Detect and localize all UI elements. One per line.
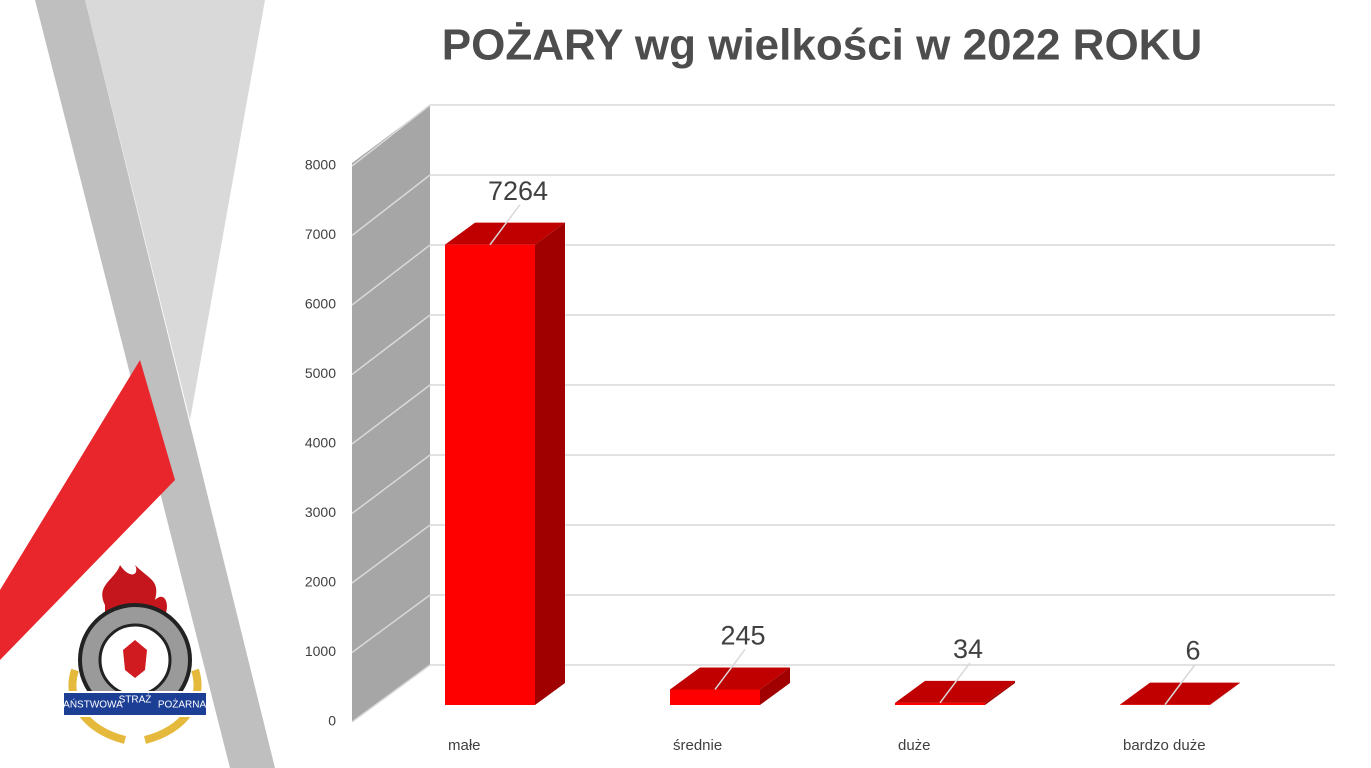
wall-grid-line [351, 524, 431, 584]
y-tick-label: 4000 [305, 435, 336, 451]
logo-text: PAŃSTWOWA [57, 698, 123, 711]
bar-side [760, 667, 790, 705]
chart-title: POŻARY wg wielkości w 2022 ROKU [442, 21, 1202, 70]
y-tick-label: 0 [328, 713, 336, 729]
bar [670, 689, 760, 705]
bar [895, 702, 985, 705]
x-tick-label: małe [448, 737, 481, 754]
bar-side [985, 680, 1015, 705]
wall-grid-line [351, 104, 431, 167]
bar-top [895, 680, 1015, 703]
value-label: 7264 [488, 176, 548, 206]
bar-side [1210, 682, 1240, 705]
wall-grid-line [351, 314, 431, 376]
bar-top [1120, 682, 1240, 705]
y-tick-label: 6000 [305, 296, 336, 312]
bar-top [445, 222, 565, 245]
leader-line [939, 662, 971, 704]
wall-grid-line [351, 174, 431, 237]
y-tick-label: 8000 [305, 157, 336, 173]
logo-text: STRAŻ [119, 693, 152, 706]
x-tick-label: duże [898, 737, 931, 754]
value-label: 34 [953, 634, 983, 664]
bar-top [670, 667, 790, 690]
side-wall [352, 105, 430, 722]
leader-line [489, 204, 521, 246]
logo: PAŃSTWOWA STRAŻ POŻARNA [57, 565, 208, 744]
wall-grid-line [351, 664, 431, 723]
y-tick-label: 3000 [305, 504, 336, 520]
y-tick-label: 1000 [305, 643, 336, 659]
leader-line [1164, 664, 1196, 706]
wall-grid-line [351, 244, 431, 306]
y-tick-label: 7000 [305, 226, 336, 242]
x-tick-label: średnie [673, 737, 722, 754]
bar [445, 244, 535, 706]
logo-text: POŻARNA [158, 698, 207, 711]
wall-grid-line [351, 384, 431, 445]
decoration [0, 0, 275, 768]
value-label: 6 [1185, 636, 1200, 666]
x-tick-label: bardzo duże [1123, 737, 1206, 754]
y-tick-label: 5000 [305, 365, 336, 381]
leader-line [714, 649, 746, 690]
value-label: 245 [720, 621, 765, 651]
bar-side [535, 222, 565, 706]
wall-grid-line [351, 454, 431, 515]
wall-grid-line [351, 594, 431, 654]
y-tick-label: 2000 [305, 574, 336, 590]
